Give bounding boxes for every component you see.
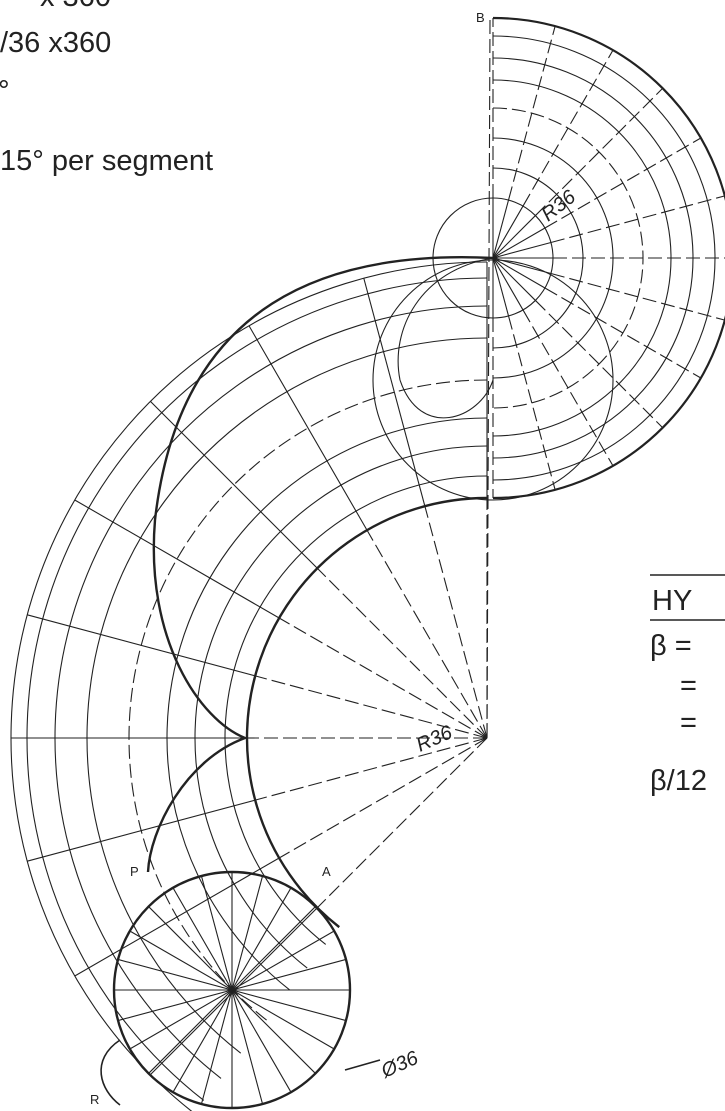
line-work xyxy=(492,257,510,317)
line-work xyxy=(363,278,426,507)
line-work xyxy=(74,499,280,619)
point-label: B xyxy=(476,10,485,25)
header-line: /36 x360 xyxy=(0,27,111,59)
line-work xyxy=(492,215,536,259)
diameter-label: Ø36 xyxy=(377,1047,422,1083)
line-work xyxy=(492,257,546,289)
line-work xyxy=(128,379,488,1021)
line-work xyxy=(522,49,614,207)
line-work xyxy=(507,26,556,201)
line-work xyxy=(492,257,524,311)
line-work xyxy=(544,287,702,379)
line-work xyxy=(522,309,614,467)
line-work xyxy=(492,16,725,500)
line-work xyxy=(424,506,488,739)
construction xyxy=(10,16,725,1111)
header-line: 15° per segment xyxy=(0,145,213,177)
line-work xyxy=(255,675,488,739)
line-work xyxy=(316,737,488,909)
line-work xyxy=(278,617,488,739)
line-work xyxy=(486,19,491,741)
point-label: P xyxy=(130,864,139,879)
line-work xyxy=(492,257,536,301)
line-work xyxy=(366,529,488,739)
line-work xyxy=(86,337,488,1054)
line-work xyxy=(507,315,556,490)
line-work xyxy=(316,567,488,739)
side-line: = xyxy=(680,670,697,702)
line-work xyxy=(550,272,725,321)
line-work xyxy=(224,475,488,945)
line-work xyxy=(100,1039,121,1106)
line-work xyxy=(492,257,552,275)
line-work xyxy=(492,199,510,259)
line-work xyxy=(255,737,488,801)
line-work xyxy=(27,614,256,677)
side-line: = xyxy=(680,707,697,739)
line-work xyxy=(535,300,664,429)
side-heading: HY xyxy=(652,585,692,617)
point-label: A xyxy=(322,864,331,879)
line-work xyxy=(245,496,488,929)
side-line: β = xyxy=(650,630,692,662)
line-work xyxy=(54,305,488,1079)
line-work xyxy=(248,325,368,531)
line-work xyxy=(544,137,702,229)
line-work xyxy=(26,277,488,1101)
line-work xyxy=(27,799,256,862)
line-work xyxy=(344,1059,381,1071)
line-work xyxy=(492,241,552,259)
line-work xyxy=(492,205,524,259)
header-line: ° xyxy=(0,75,10,107)
line-work xyxy=(74,857,280,977)
point-label: R xyxy=(90,1092,99,1107)
radius-label: R36 xyxy=(413,721,456,756)
side-line: β/12 xyxy=(650,765,707,797)
line-work xyxy=(492,227,546,259)
line-work xyxy=(278,737,488,859)
line-work xyxy=(150,401,318,569)
line-work xyxy=(535,87,664,216)
line-work xyxy=(10,261,488,1111)
line-work xyxy=(146,256,494,873)
line-work xyxy=(550,195,725,244)
line-work xyxy=(194,445,488,969)
line-work xyxy=(117,958,347,1022)
header-line: x 360 xyxy=(40,0,111,13)
line-work xyxy=(397,257,494,419)
